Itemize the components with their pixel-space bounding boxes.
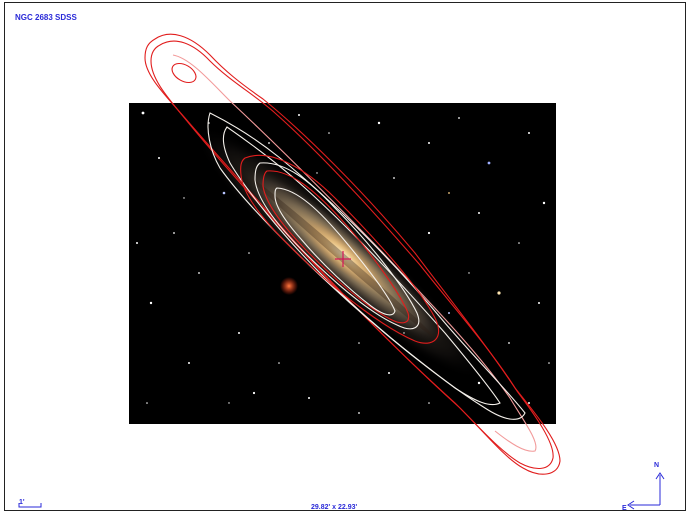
contour-outer-red-2	[150, 40, 554, 469]
finder-chart-frame: NGC 2683 SDSS	[4, 2, 686, 511]
contour-white-3	[254, 162, 420, 330]
contour-red-mid	[240, 154, 440, 344]
compass-north-label: N	[654, 462, 660, 469]
compass-icon	[627, 472, 665, 510]
compass-east-label: E	[622, 505, 627, 511]
star-field	[136, 111, 550, 414]
bright-star	[280, 277, 298, 295]
contour-overlay	[18, 33, 665, 510]
scale-bar-icon	[18, 503, 42, 508]
chart-title: NGC 2683 SDSS	[15, 13, 77, 22]
contour-lobe	[171, 62, 197, 84]
contour-white-inner	[274, 187, 396, 316]
field-of-view-label: 29.82' x 22.93'	[311, 504, 358, 511]
scale-bar-label: 1'	[19, 499, 25, 506]
contour-white-2	[222, 126, 501, 406]
contour-red-inner	[262, 170, 410, 324]
contour-outer-red	[144, 33, 561, 475]
center-cross-icon	[335, 251, 351, 267]
